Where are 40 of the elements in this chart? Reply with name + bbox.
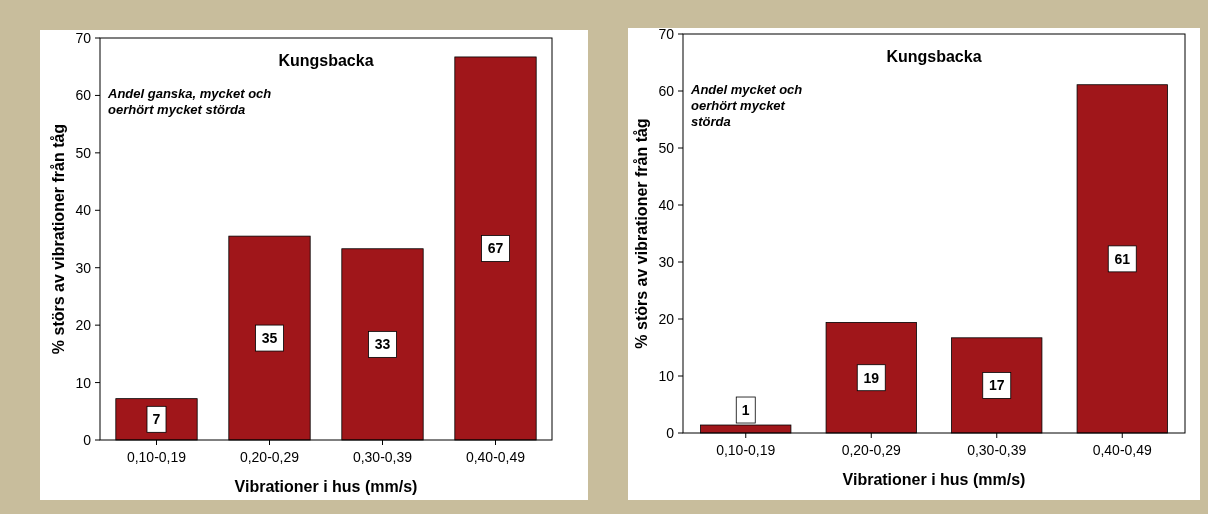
y-tick-label: 40 [658,197,675,213]
x-axis-title: Vibrationer i hus (mm/s) [842,471,1026,488]
y-tick-label: 70 [75,30,92,46]
data-label: 33 [374,336,391,353]
y-tick-label: 30 [658,254,675,270]
data-label: 61 [1114,250,1131,267]
data-label: 7 [152,411,161,428]
y-tick-label: 60 [658,83,675,99]
data-label: 1 [741,402,750,419]
data-label: 19 [863,369,880,386]
x-tick-label: 0,30-0,39 [352,449,413,465]
y-axis-title: % störs av vibrationer från tåg [633,118,650,349]
y-tick-label: 70 [658,26,675,42]
text: Kungsbacka [278,52,374,69]
x-tick-label: 0,40-0,49 [1092,442,1153,458]
y-tick-label: 50 [75,144,92,161]
y-tick-label: 0 [83,432,92,448]
y-tick-label: 30 [75,259,92,276]
y-tick-label: 20 [75,317,92,334]
y-tick-label: 10 [658,368,675,384]
x-tick-label: 0,30-0,39 [967,442,1027,458]
y-tick-label: 0 [666,425,675,441]
x-tick-label: 0,10-0,19 [126,449,187,465]
x-tick-label: 0,20-0,29 [239,449,300,465]
annotation: Andel mycket och oerhört mycket störda [690,82,803,129]
x-tick-label: 0,10-0,19 [716,442,776,458]
data-label: 17 [988,377,1005,394]
y-tick-label: 10 [75,374,92,391]
y-tick-label: 20 [658,311,675,327]
data-label: 67 [487,240,504,257]
y-axis-title: % störs av vibrationer från tåg [50,123,67,355]
x-tick-label: 0,40-0,49 [465,449,526,465]
data-label: 35 [261,330,278,347]
y-tick-label: 50 [658,140,675,156]
y-tick-label: 60 [75,87,92,104]
text: Kungsbacka [886,48,982,65]
x-tick-label: 0,20-0,29 [841,442,902,458]
x-axis-title: Vibrationer i hus (mm/s) [234,478,418,495]
y-tick-label: 40 [75,202,92,219]
annotation: Andel ganska, mycket och oerhört mycket störda [107,86,272,117]
